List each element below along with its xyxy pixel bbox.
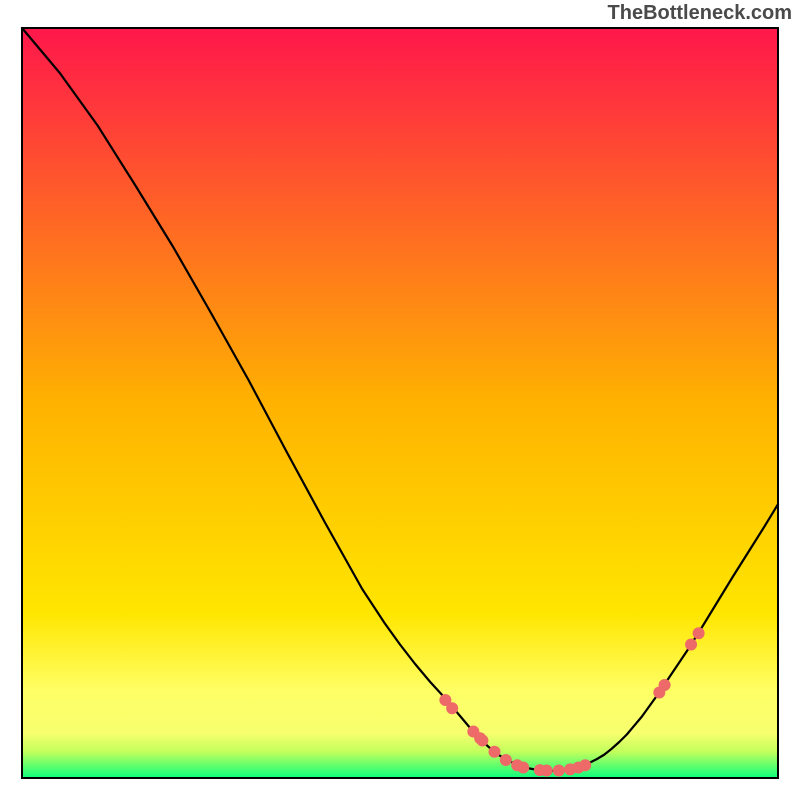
bottleneck-curve-chart xyxy=(0,0,800,800)
watermark-text: TheBottleneck.com xyxy=(608,2,792,25)
data-marker xyxy=(686,639,697,650)
chart-container: { "watermark": { "text": "TheBottleneck.… xyxy=(0,0,800,800)
plot-background xyxy=(22,28,778,778)
data-marker xyxy=(500,755,511,766)
data-marker xyxy=(580,760,591,771)
data-marker xyxy=(659,680,670,691)
data-marker xyxy=(693,628,704,639)
data-marker xyxy=(489,746,500,757)
data-marker xyxy=(447,703,458,714)
data-marker xyxy=(553,765,564,776)
data-marker xyxy=(518,762,529,773)
data-marker xyxy=(541,765,552,776)
data-marker xyxy=(477,735,488,746)
